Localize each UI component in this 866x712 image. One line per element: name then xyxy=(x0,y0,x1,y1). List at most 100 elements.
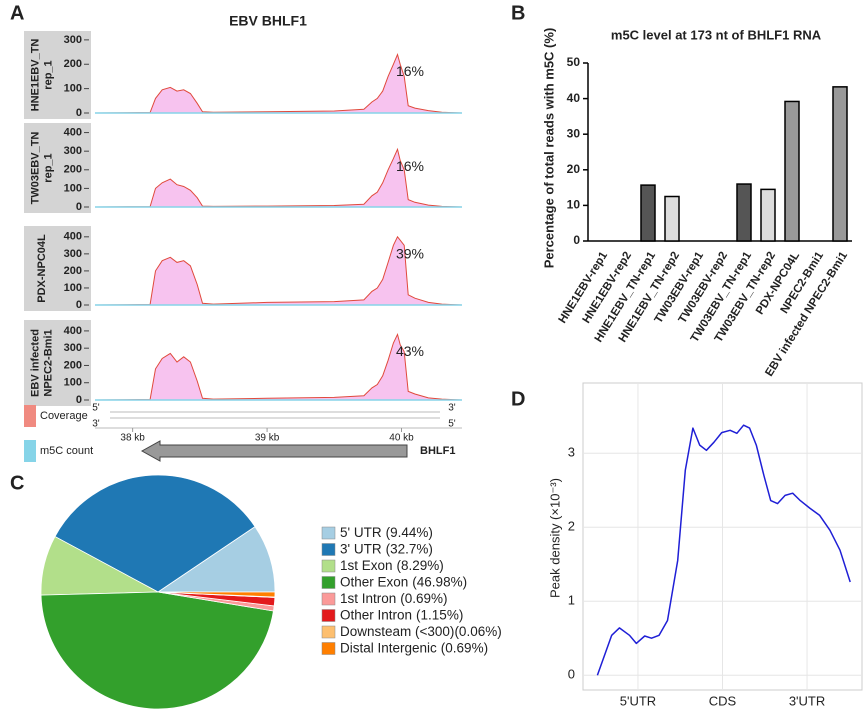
legend-swatch xyxy=(24,440,36,462)
legend-swatch xyxy=(321,526,336,540)
gene-label: BHLF1 xyxy=(420,445,455,457)
y-tick-label: 0 xyxy=(76,107,82,119)
legend-label: Distal Intergenic (0.69%) xyxy=(340,640,488,655)
strand-label: 3' xyxy=(92,419,100,430)
bar xyxy=(640,184,656,242)
y-tick-label: 0 xyxy=(76,299,82,311)
legend-label: 1st Intron (0.69%) xyxy=(340,591,448,606)
track-label: PDX-NPC04L xyxy=(36,234,48,303)
legend-value: (9.44%) xyxy=(386,525,433,540)
legend-swatch xyxy=(24,405,36,427)
bar xyxy=(736,183,752,242)
legend-category: 5' UTR xyxy=(340,525,382,540)
legend-category: Other Exon xyxy=(340,574,408,589)
y-tick-label: 300 xyxy=(64,34,82,46)
y-tick-label: 50 xyxy=(567,55,581,69)
legend-label: Other Intron (1.15%) xyxy=(340,607,463,622)
bar xyxy=(664,195,680,242)
track-label-box xyxy=(24,320,91,406)
y-tick-label: 200 xyxy=(64,164,82,176)
legend-swatch xyxy=(321,559,336,573)
x-tick-label: 39 kb xyxy=(255,433,280,444)
legend-value: (1.15%) xyxy=(416,607,463,622)
coverage-area xyxy=(94,332,463,401)
y-tick-label: 400 xyxy=(64,325,82,337)
y-axis-label: Peak density (×10⁻³) xyxy=(547,478,562,598)
legend-swatch xyxy=(321,609,336,622)
line xyxy=(596,424,851,676)
y-tick-label: 0 xyxy=(573,233,580,247)
y-tick-label: 200 xyxy=(64,58,82,70)
legend-value: (46.98%) xyxy=(412,574,467,589)
legend-label: m5C count xyxy=(40,445,93,457)
legend-value: (32.7%) xyxy=(386,541,433,556)
track-label: NPEC2-Bmi1 xyxy=(42,329,54,396)
legend-value: (0.69%) xyxy=(441,640,488,655)
x-tick-label: 5'UTR xyxy=(620,693,656,708)
y-tick-label: 40 xyxy=(567,91,581,105)
legend-category: Distal Intergenic xyxy=(340,640,437,655)
percent-label: 16% xyxy=(396,158,424,174)
y-tick-label: 30 xyxy=(567,126,581,140)
track-label-box xyxy=(24,123,91,213)
legend-swatch xyxy=(321,625,336,639)
y-tick-label: 300 xyxy=(64,145,82,157)
y-tick-label: 400 xyxy=(64,231,82,243)
y-tick-label: 3 xyxy=(568,445,575,460)
legend-value: (8.29%) xyxy=(397,558,444,573)
legend-label: 3' UTR (32.7%) xyxy=(340,541,433,556)
y-tick-label: 10 xyxy=(567,198,581,212)
bar xyxy=(832,86,848,242)
strand-label: 5' xyxy=(448,419,456,430)
y-tick-label: 0 xyxy=(76,201,82,213)
legend-category: Other Intron xyxy=(340,607,412,622)
coverage-area xyxy=(94,235,463,306)
y-tick-label: 100 xyxy=(64,377,82,389)
y-tick-label: 100 xyxy=(64,182,82,194)
y-tick-label: 20 xyxy=(567,162,581,176)
legend-swatch xyxy=(321,576,336,589)
track-label: rep_1 xyxy=(42,153,54,182)
percent-label: 39% xyxy=(396,246,424,262)
legend-label: 1st Exon (8.29%) xyxy=(340,558,444,573)
y-tick-label: 0 xyxy=(76,394,82,406)
y-tick-label: 200 xyxy=(64,265,82,277)
x-tick-label: CDS xyxy=(709,693,737,708)
coverage-area xyxy=(94,147,463,208)
percent-label: 43% xyxy=(396,343,424,359)
x-tick-label: 40 kb xyxy=(389,433,414,444)
panel-letter: B xyxy=(511,2,525,24)
y-tick-label: 200 xyxy=(64,359,82,371)
bar xyxy=(784,100,800,242)
legend-category: 1st Exon xyxy=(340,558,393,573)
legend-label: Downsteam (<300)(0.06%) xyxy=(340,624,502,639)
x-tick-label: 3'UTR xyxy=(789,693,825,708)
y-tick-label: 100 xyxy=(64,282,82,294)
chart-title: EBV BHLF1 xyxy=(229,13,307,29)
y-tick-label: 300 xyxy=(64,248,82,260)
strand-label: 5' xyxy=(92,403,100,414)
legend-swatch xyxy=(321,543,336,556)
track-label-box xyxy=(24,226,91,311)
legend-value: (0.69%) xyxy=(400,591,447,606)
gene-arrow xyxy=(140,440,408,462)
track-label-box xyxy=(24,31,91,119)
panel-letter: C xyxy=(10,472,24,494)
legend-value: (0.06%) xyxy=(454,624,501,639)
track-label: HNE1EBV_TN xyxy=(29,39,41,112)
track-label: rep_1 xyxy=(42,60,54,89)
track-label: EBV infected xyxy=(29,329,41,397)
chart-title: m5C level at 173 nt of BHLF1 RNA xyxy=(611,27,822,42)
panel-letter: D xyxy=(511,388,525,410)
y-tick-label: 2 xyxy=(568,519,575,534)
legend-label: 5' UTR (9.44%) xyxy=(340,525,433,540)
y-axis-label: Percentage of total reads with m5C (%) xyxy=(541,28,556,269)
y-tick-label: 1 xyxy=(568,593,575,608)
strand-label: 3' xyxy=(448,403,456,414)
legend-category: 3' UTR xyxy=(340,541,382,556)
y-tick-label: 400 xyxy=(64,126,82,138)
coverage-area xyxy=(94,52,463,114)
y-tick-label: 0 xyxy=(568,667,575,682)
legend-swatch xyxy=(321,592,336,606)
